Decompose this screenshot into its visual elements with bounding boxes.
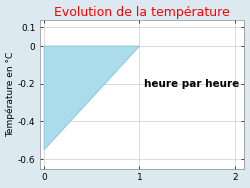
Y-axis label: Température en °C: Température en °C — [6, 52, 15, 137]
Polygon shape — [44, 46, 140, 150]
Text: heure par heure: heure par heure — [144, 79, 240, 89]
Title: Evolution de la température: Evolution de la température — [54, 6, 230, 19]
